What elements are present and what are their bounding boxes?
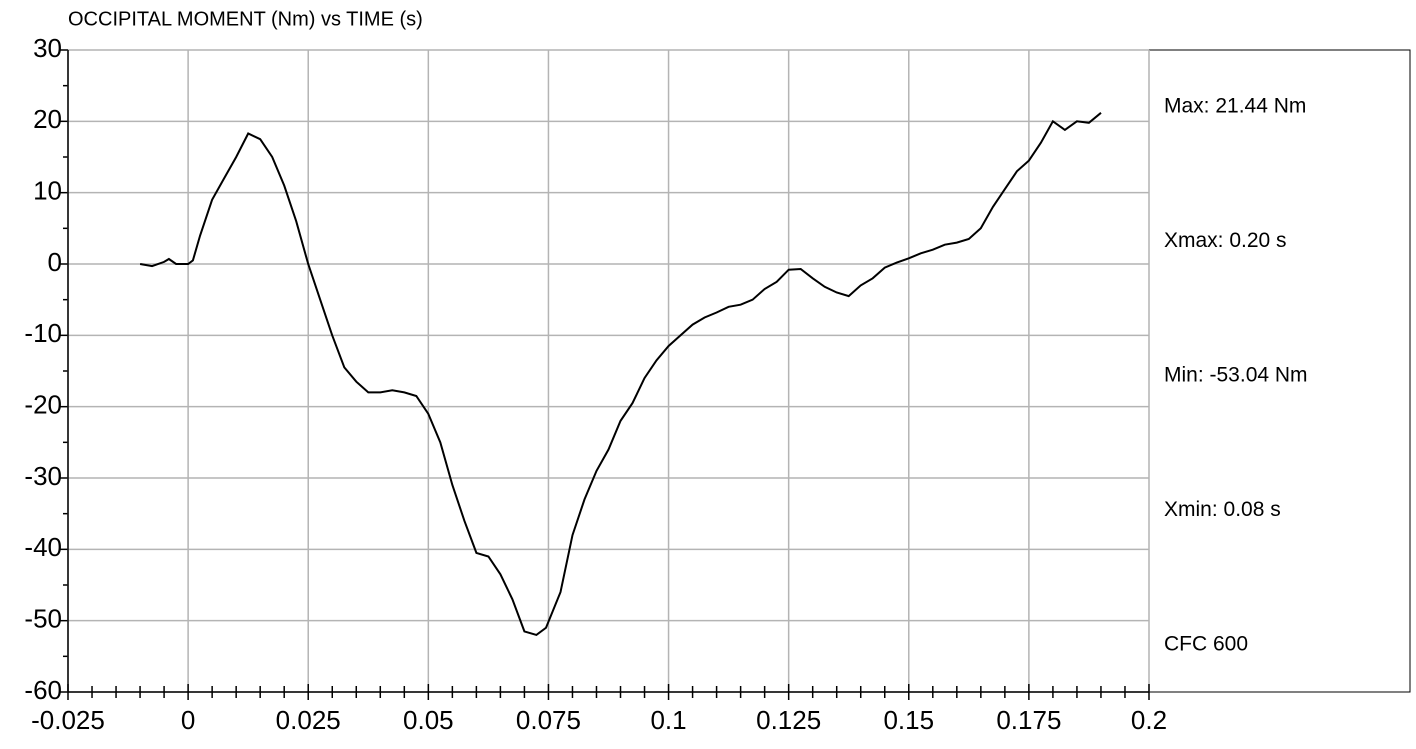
y-tick-label: 20	[33, 104, 62, 134]
y-tick-label: -30	[24, 461, 62, 491]
x-tick-label: 0.15	[883, 705, 934, 735]
x-tick-label: 0.2	[1131, 705, 1167, 735]
annotation: CFC 600	[1164, 633, 1248, 656]
y-tick-label: 10	[33, 176, 62, 206]
y-tick-label: 30	[33, 33, 62, 63]
annotation: Min: -53.04 Nm	[1164, 364, 1308, 387]
x-tick-label: 0.05	[403, 705, 454, 735]
y-tick-label: -60	[24, 675, 62, 705]
x-tick-label: 0.1	[650, 705, 686, 735]
y-tick-label: -20	[24, 390, 62, 420]
y-tick-label: -10	[24, 318, 62, 348]
annotation: Max: 21.44 Nm	[1164, 95, 1306, 118]
x-tick-label: 0.075	[516, 705, 581, 735]
annotation: Xmin: 0.08 s	[1164, 498, 1281, 521]
y-tick-label: -40	[24, 532, 62, 562]
data-line	[139, 112, 1102, 636]
x-tick-label: 0.025	[276, 705, 341, 735]
x-tick-label: 0	[181, 705, 195, 735]
x-tick-label: -0.025	[31, 705, 105, 735]
y-tick-label: 0	[48, 247, 62, 277]
annotation: Xmax: 0.20 s	[1164, 229, 1287, 252]
y-tick-label: -50	[24, 604, 62, 634]
x-tick-label: 0.175	[996, 705, 1061, 735]
x-tick-label: 0.125	[756, 705, 821, 735]
chart-title: OCCIPITAL MOMENT (Nm) vs TIME (s)	[68, 8, 423, 30]
